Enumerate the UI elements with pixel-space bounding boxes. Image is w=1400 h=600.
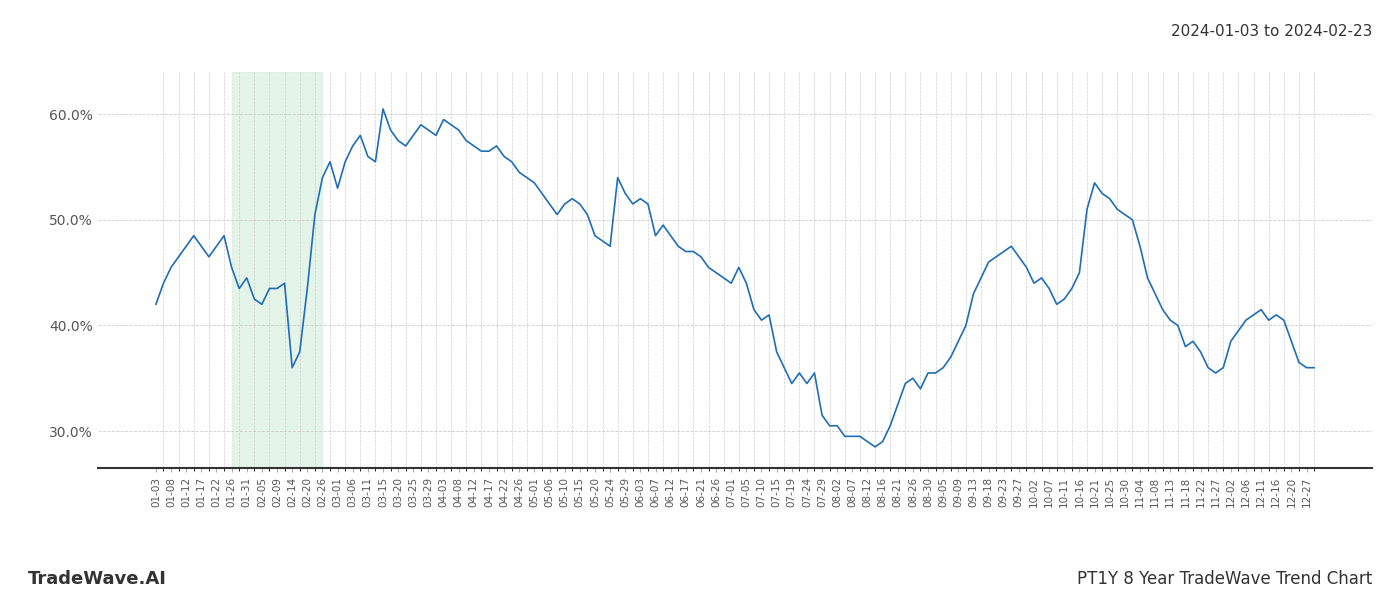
Text: TradeWave.AI: TradeWave.AI xyxy=(28,570,167,588)
Bar xyxy=(231,72,322,468)
Text: PT1Y 8 Year TradeWave Trend Chart: PT1Y 8 Year TradeWave Trend Chart xyxy=(1077,570,1372,588)
Text: 2024-01-03 to 2024-02-23: 2024-01-03 to 2024-02-23 xyxy=(1170,24,1372,39)
